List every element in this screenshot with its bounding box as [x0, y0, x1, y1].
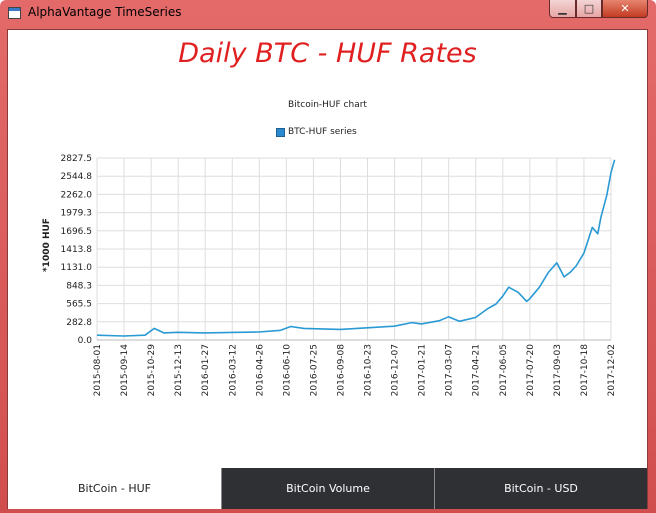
tab-bar: BitCoin - HUF BitCoin Volume BitCoin - U… [8, 468, 647, 509]
x-tick-label: 2016-09-08 [336, 344, 346, 397]
y-tick-label: 0.0 [78, 336, 93, 346]
x-tick-label: 2016-06-10 [282, 344, 292, 397]
x-tick-label: 2017-03-07 [445, 344, 455, 396]
x-tick-label: 2017-06-05 [499, 344, 509, 396]
chart-legend: BTC-HUF series [276, 127, 357, 137]
series-line [96, 159, 616, 337]
x-tick-label: 2017-12-02 [607, 344, 617, 396]
page-heading: Daily BTC - HUF Rates [178, 38, 477, 69]
x-tick-label: 2017-09-03 [553, 344, 563, 396]
legend-label: BTC-HUF series [288, 127, 357, 137]
window-title: AlphaVantage TimeSeries [28, 5, 182, 19]
x-tick-label: 2016-10-23 [364, 344, 374, 396]
y-tick-label: 1131.0 [61, 263, 93, 273]
x-tick-label: 2016-01-27 [201, 344, 211, 396]
tab-label: BitCoin - HUF [78, 482, 151, 495]
tab-bitcoin-huf[interactable]: BitCoin - HUF [8, 468, 221, 509]
app-window-icon [8, 7, 21, 19]
y-tick-label: 565.5 [66, 300, 92, 310]
tab-bitcoin-usd[interactable]: BitCoin - USD [434, 468, 647, 509]
minimize-icon: ▁ [558, 2, 567, 15]
x-tick-label: 2015-09-14 [120, 344, 130, 397]
chart-title: Bitcoin-HUF chart [288, 100, 367, 110]
chart-grid [96, 157, 612, 341]
line-chart: 0.0 282.8 565.5 848.3 1131.0 1413.8 1696.5 1979… [42, 154, 617, 397]
x-tick-label: 2015-12-13 [174, 344, 184, 396]
maximize-button[interactable]: □ [576, 0, 602, 18]
tab-label: BitCoin Volume [286, 482, 370, 495]
x-tick-label: 2016-04-26 [255, 344, 265, 397]
x-tick-label: 2017-07-20 [526, 344, 536, 397]
x-tick-label: 2015-08-01 [93, 344, 103, 396]
y-tick-label: 848.3 [66, 281, 92, 291]
x-tick-label: 2016-03-12 [228, 344, 238, 396]
maximize-icon: □ [583, 2, 595, 15]
x-tick-label: 2017-10-18 [580, 344, 590, 397]
tab-label: BitCoin - USD [504, 482, 578, 495]
minimize-button[interactable]: ▁ [549, 0, 576, 18]
legend-swatch [276, 127, 285, 137]
close-button[interactable]: ✕ [602, 0, 648, 18]
close-icon: ✕ [620, 2, 630, 15]
x-axis-ticks: 2015-08-01 2015-09-14 2015-10-29 2015-12-13… [93, 344, 617, 397]
series-group [96, 159, 616, 337]
y-axis-ticks: 0.0 282.8 565.5 848.3 1131.0 1413.8 1696.5 1979… [61, 154, 93, 346]
y-tick-label: 1979.3 [61, 209, 93, 219]
main-panel: Daily BTC - HUF Rates Bitcoin-HUF chart … [7, 29, 648, 509]
x-tick-label: 2017-01-21 [418, 344, 428, 396]
y-axis-label: *1000 HUF [42, 218, 52, 272]
x-tick-label: 2015-10-29 [147, 344, 157, 397]
x-tick-label: 2016-07-25 [309, 344, 319, 396]
title-bar[interactable]: AlphaVantage TimeSeries ▁ □ ✕ [0, 0, 656, 28]
x-tick-label: 2016-12-07 [391, 344, 401, 396]
window-controls: ▁ □ ✕ [549, 0, 648, 20]
tab-bitcoin-volume[interactable]: BitCoin Volume [221, 468, 434, 509]
y-tick-label: 2827.5 [61, 154, 93, 164]
y-tick-label: 1413.8 [61, 245, 93, 255]
y-tick-label: 282.8 [66, 318, 92, 328]
y-tick-label: 2262.0 [61, 190, 93, 200]
x-tick-label: 2017-04-21 [472, 344, 482, 396]
y-tick-label: 2544.8 [61, 172, 93, 182]
y-tick-label: 1696.5 [61, 227, 93, 237]
